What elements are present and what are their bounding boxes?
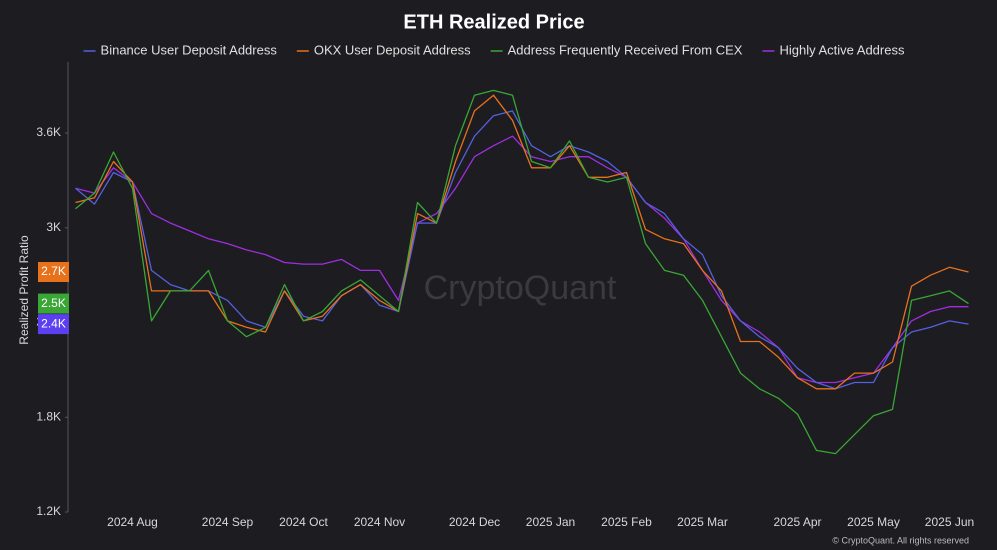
x-tick-label: 2025 May [847,515,900,529]
y-tick-label: 3.6K [36,125,61,139]
line-series [75,89,969,455]
legend: Binance User Deposit Address OKX User Dep… [83,42,905,57]
y-tick-label: 1.2K [36,504,61,518]
line-series [75,135,969,384]
legend-item: Binance User Deposit Address [83,42,278,57]
x-tick-label: 2025 Jun [925,515,974,529]
x-tick-label: 2024 Oct [279,515,328,529]
x-tick-label: 2024 Nov [354,515,405,529]
legend-item: OKX User Deposit Address [296,42,471,57]
x-tick-label: 2025 Jan [526,515,575,529]
watermark: CryptoQuant [424,269,617,307]
value-label: 2.4K [41,316,66,330]
footer: © CryptoQuant. All rights reserved [832,535,969,545]
legend-label: OKX User Deposit Address [314,42,471,57]
y-tick-label: 3K [46,220,61,234]
value-badge [38,262,69,282]
x-tick-label: 2025 Mar [677,515,728,529]
x-tick-label: 2024 Dec [449,515,500,529]
value-badge [38,293,69,314]
x-tick-label: 2025 Apr [773,515,821,529]
legend-label: Binance User Deposit Address [101,42,278,57]
value-badge [38,314,69,335]
value-label: 2.7K [41,264,66,278]
y-axis-label: Realized Profit Ratio [17,235,31,345]
line-series [75,94,969,390]
value-label: 2.5K [41,296,66,310]
legend-label: Address Frequently Received From CEX [508,42,743,57]
chart-title: ETH Realized Price [403,11,584,33]
legend-item: Address Frequently Received From CEX [490,42,743,57]
legend-label: Highly Active Address [779,42,905,57]
x-tick-label: 2024 Sep [202,515,254,529]
y-tick-label: 1.8K [36,409,61,423]
x-tick-label: 2025 Feb [601,515,652,529]
legend-item: Highly Active Address [762,42,905,57]
x-tick-label: 2024 Aug [107,515,158,529]
line-series [75,110,969,390]
